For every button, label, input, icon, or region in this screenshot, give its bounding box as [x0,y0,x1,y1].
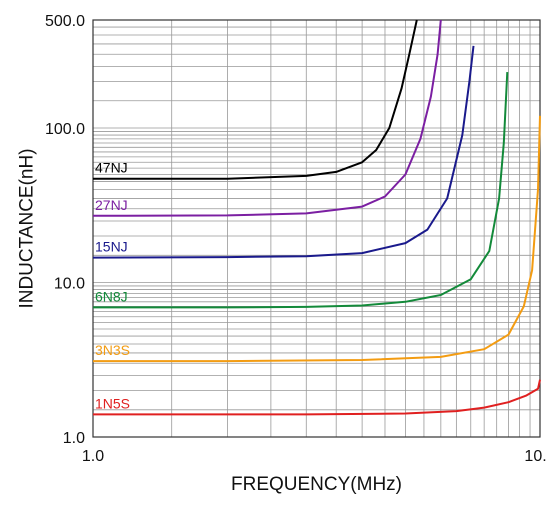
series-label-6n8j: 6N8J [95,288,128,304]
series-line-3n3s [93,115,541,363]
x-tick-label: 1.0 [82,448,104,465]
series-label-15nj: 15NJ [95,239,128,255]
series-line-47nj [93,19,418,180]
series-label-47nj: 47NJ [95,160,128,176]
series-line-1n5s [93,379,541,416]
x-axis-label: FREQUENCY(MHz) [231,474,402,495]
series-label-3n3s: 3N3S [95,342,130,358]
series-label-1n5s: 1N5S [95,395,130,411]
y-tick-label: 100.0 [45,121,85,138]
tick-labels: 1.0 10.0 100.0 500.0 1.0 10.0 [45,13,547,465]
series-line-6n8j [93,72,509,309]
y-axis-label: INDUCTANCE(nH) [17,148,38,308]
series-line-27nj [92,19,442,217]
series-label-27nj: 27NJ [95,197,128,213]
y-tick-label: 10.0 [54,275,85,292]
plot-frame [92,19,541,438]
y-tick-label: 500.0 [45,13,85,30]
y-tick-label: 1.0 [63,430,85,447]
x-tick-label: 10.0 [524,448,547,465]
series-curves: 47NJ 27NJ 15NJ 6N8J 3N3S 1N5S [92,19,541,416]
series-line-15nj [92,45,475,259]
